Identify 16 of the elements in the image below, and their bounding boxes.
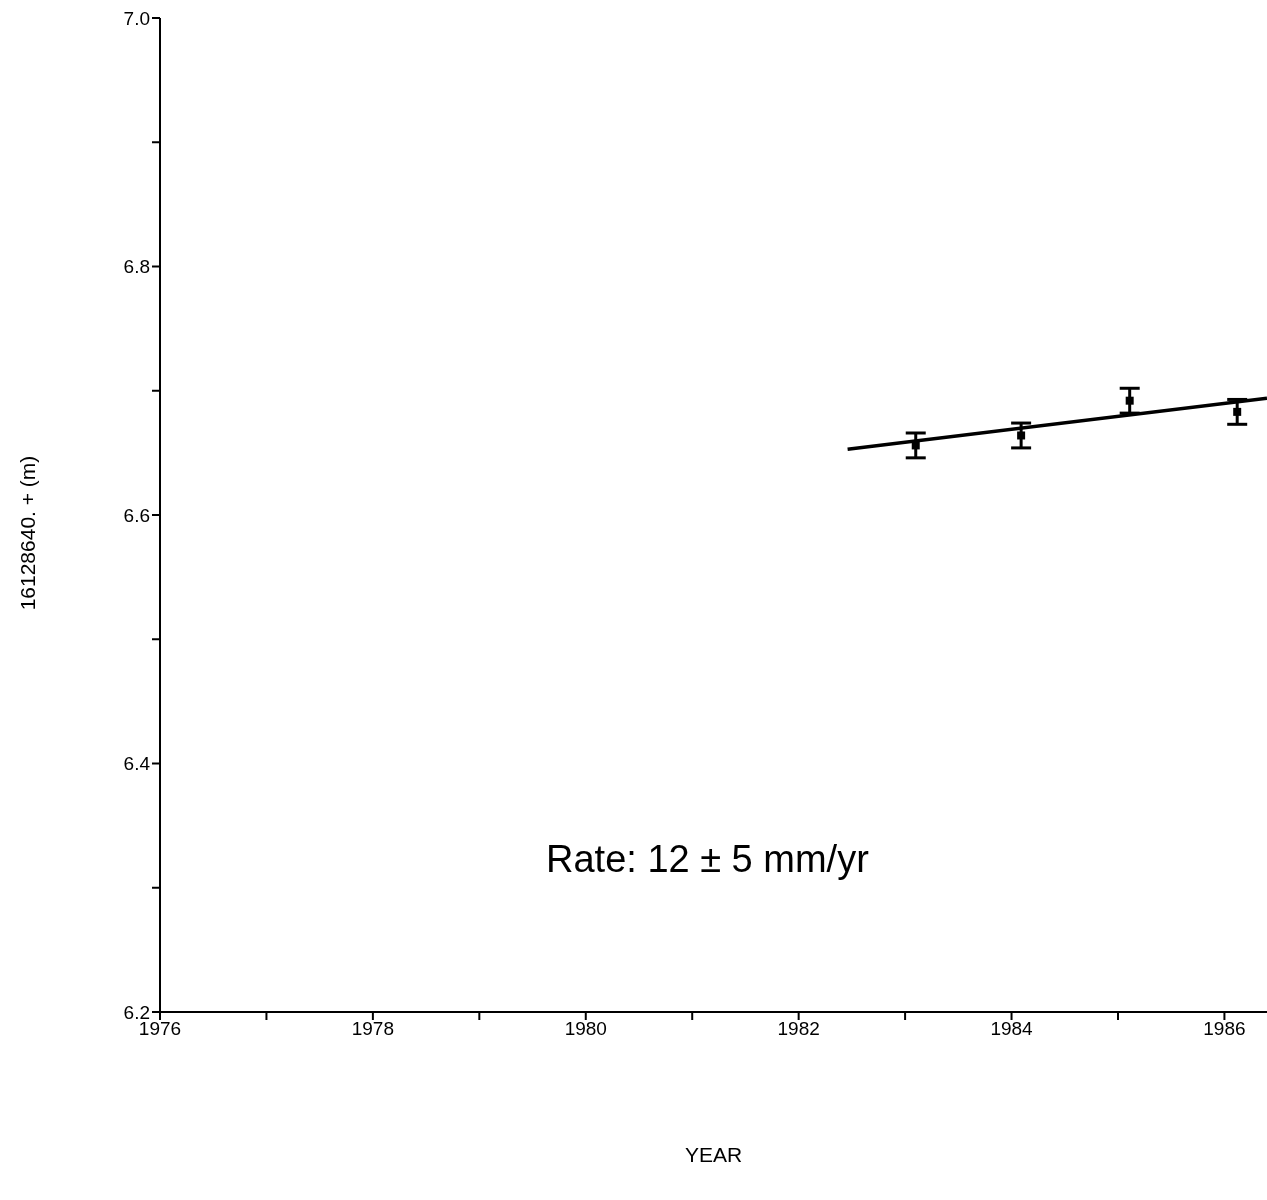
y-tick-label: 6.8 (123, 256, 150, 278)
x-tick-label: 1982 (777, 1018, 820, 1040)
x-tick-label: 1984 (990, 1018, 1034, 1040)
point (1125, 396, 1134, 405)
annotation: Rate: 12 ± 5 mm/yr (546, 838, 869, 881)
x-tick-label: 1978 (351, 1018, 395, 1040)
x-tick-label: 1986 (1203, 1018, 1246, 1040)
x-axis-title: YEAR (683, 1143, 744, 1167)
x-tick-label: 1980 (564, 1018, 607, 1040)
point (1233, 407, 1242, 416)
y-axis-title: 16128640. + (m) (16, 455, 40, 611)
point (1017, 431, 1026, 440)
point (911, 441, 920, 450)
y-tick-label: 6.4 (123, 753, 151, 775)
y-tick-label: 7.0 (123, 7, 150, 29)
y-tick-label: 6.6 (123, 504, 150, 526)
